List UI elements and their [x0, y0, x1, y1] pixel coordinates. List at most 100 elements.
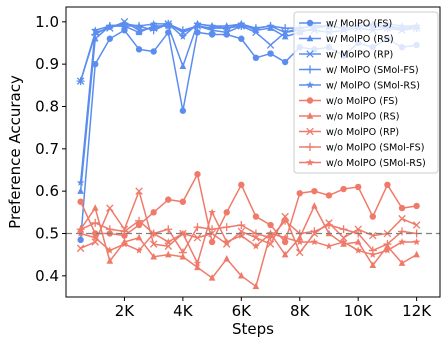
data-point — [354, 246, 362, 254]
legend-item-w-molpo-rp: w/ MolPO (RP) — [299, 50, 393, 61]
legend-label: w/ MolPO (RS) — [326, 34, 394, 45]
data-point — [106, 257, 114, 264]
legend-item-w-molpo-fs: w/ MolPO (FS) — [299, 19, 392, 30]
data-point — [120, 240, 129, 248]
legend-item-w-o-molpo-fs: w/o MolPO (FS) — [299, 96, 398, 107]
series-line — [79, 205, 418, 288]
y-tick-label: 0.9 — [35, 55, 59, 73]
data-point — [296, 190, 303, 197]
data-point — [135, 221, 143, 229]
data-point — [310, 227, 319, 236]
data-point — [238, 181, 245, 189]
data-point — [354, 183, 362, 191]
data-point — [412, 221, 421, 229]
legend-marker — [306, 158, 314, 166]
data-point — [194, 171, 201, 178]
data-point — [222, 237, 231, 246]
data-point — [412, 237, 421, 246]
data-point — [237, 19, 246, 28]
data-point — [222, 28, 231, 37]
data-point — [281, 250, 289, 258]
data-point — [398, 227, 407, 236]
data-point — [135, 246, 143, 254]
y-axis-label: Preference Accuracy — [6, 75, 24, 229]
data-point — [149, 26, 158, 35]
data-point — [164, 19, 173, 28]
data-point — [165, 196, 172, 203]
data-point — [238, 35, 245, 42]
data-point — [164, 242, 173, 250]
y-tick-label: 1.0 — [35, 13, 59, 31]
data-point — [223, 254, 231, 262]
legend-item-w-o-molpo-smol-rs: w/o MolPO (SMol-RS) — [299, 158, 426, 169]
data-point — [413, 202, 420, 210]
y-tick-label: 0.7 — [35, 140, 59, 158]
legend-item-w-o-molpo-rp: w/o MolPO (RP) — [299, 127, 399, 138]
data-point — [281, 212, 289, 221]
data-point — [179, 229, 187, 237]
legend-label: w/o MolPO (RS) — [326, 112, 399, 123]
data-point — [135, 22, 143, 30]
data-point — [135, 233, 143, 241]
data-point — [208, 31, 216, 38]
data-point — [222, 24, 231, 32]
legend-marker — [306, 50, 314, 58]
legend-label: w/o MolPO (FS) — [326, 96, 398, 107]
legend-label: w/ MolPO (SMol-FS) — [326, 65, 419, 76]
plot-frame — [65, 6, 441, 298]
data-point — [384, 181, 391, 189]
legend: w/ MolPO (FS) w/ MolPO (RS) w/ MolPO (RP) w… — [293, 11, 439, 174]
data-point — [194, 263, 201, 271]
data-point — [252, 213, 260, 220]
data-point — [281, 28, 289, 36]
data-point — [149, 229, 158, 237]
legend-marker — [306, 127, 314, 136]
data-point — [135, 26, 143, 35]
data-point — [193, 19, 202, 28]
data-point — [398, 204, 406, 212]
legend-item-w-molpo-rs: w/ MolPO (RS) — [299, 34, 394, 45]
data-point — [193, 233, 202, 242]
data-point — [179, 198, 187, 205]
data-point — [106, 204, 114, 212]
data-point — [105, 225, 114, 234]
data-point — [339, 225, 348, 234]
x-axis: 2K 4K 6K 8K 10K 12K — [115, 297, 432, 320]
data-point — [398, 237, 406, 246]
data-point — [149, 240, 158, 248]
data-point — [150, 252, 157, 260]
data-point — [325, 242, 333, 250]
data-point — [398, 259, 406, 266]
data-point — [91, 26, 100, 34]
data-point — [91, 204, 99, 211]
y-axis: 0.4 0.5 0.6 0.7 0.8 0.9 1.0 — [35, 13, 66, 285]
y-tick-label: 0.5 — [35, 224, 59, 242]
legend-label: w/o MolPO (SMol-FS) — [326, 143, 425, 154]
data-point — [340, 185, 347, 193]
data-point — [222, 223, 231, 232]
data-point — [106, 35, 114, 42]
data-point — [179, 107, 187, 114]
data-point — [310, 237, 319, 246]
data-point — [369, 261, 377, 268]
data-point — [76, 178, 85, 186]
data-point — [120, 227, 129, 236]
legend-item-w-molpo-smol-rs: w/ MolPO (SMol-RS) — [299, 81, 420, 92]
data-point — [266, 41, 275, 49]
data-point — [164, 237, 173, 246]
data-point — [77, 198, 84, 205]
data-point — [267, 50, 274, 57]
data-point — [223, 209, 230, 216]
data-point — [193, 259, 202, 267]
data-point — [106, 22, 114, 30]
series-line — [80, 190, 417, 254]
legend-marker — [306, 19, 314, 27]
data-point — [413, 250, 420, 258]
data-point — [368, 250, 377, 258]
legend-item-w-o-molpo-smol-fs: w/o MolPO (SMol-FS) — [299, 143, 425, 154]
data-point — [324, 221, 333, 230]
data-point — [295, 248, 304, 257]
legend-marker — [306, 112, 314, 119]
data-point — [252, 282, 260, 290]
